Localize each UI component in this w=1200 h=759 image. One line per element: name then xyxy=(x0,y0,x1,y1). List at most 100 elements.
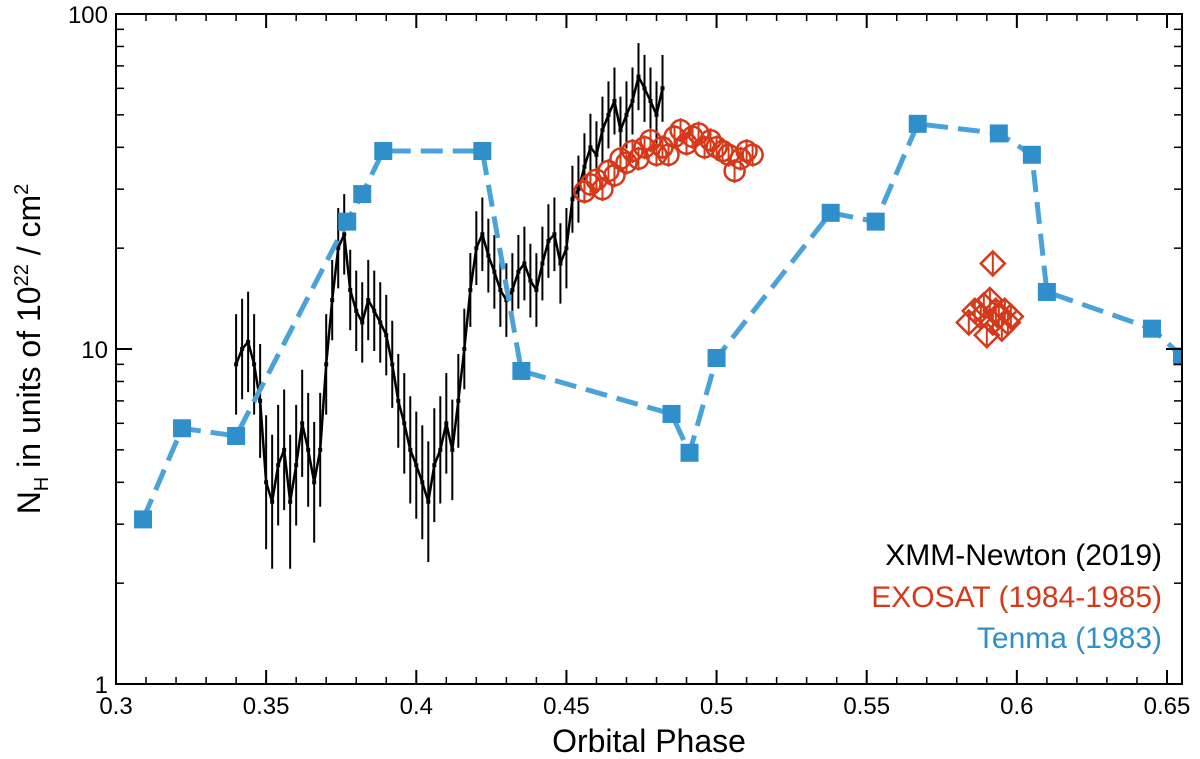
exosat-circle-point xyxy=(735,139,758,163)
x-tick-label: 0.35 xyxy=(243,693,290,720)
xmm-point xyxy=(594,152,599,157)
xmm-point xyxy=(648,98,653,103)
xmm-point xyxy=(624,112,629,117)
xmm-point xyxy=(420,480,425,485)
tenma-point xyxy=(707,349,726,368)
tenma-point xyxy=(374,141,393,160)
series-errorbar-line xyxy=(234,43,665,569)
xmm-point xyxy=(546,239,551,244)
xmm-point xyxy=(258,398,263,403)
xmm-point xyxy=(252,362,257,367)
xmm-point xyxy=(402,421,407,426)
xmm-point xyxy=(552,232,557,237)
xmm-point xyxy=(498,288,503,293)
x-tick-label: 0.4 xyxy=(400,693,433,720)
xmm-point xyxy=(510,288,515,293)
x-tick-label: 0.3 xyxy=(99,693,132,720)
xmm-point xyxy=(348,288,353,293)
xmm-point xyxy=(612,98,617,103)
series-diamond xyxy=(955,249,1025,349)
xmm-point xyxy=(570,197,575,202)
exosat-circle-point xyxy=(579,173,602,196)
xmm-point xyxy=(312,480,317,485)
xmm-point xyxy=(294,463,299,468)
tenma-point xyxy=(134,510,153,529)
tenma-point xyxy=(1037,282,1056,301)
tenma-point xyxy=(173,419,192,438)
xmm-point xyxy=(318,447,323,452)
xmm-point xyxy=(444,421,449,426)
xmm-point xyxy=(240,347,245,351)
xmm-point xyxy=(276,463,281,468)
xmm-point xyxy=(474,246,479,251)
xmm-point xyxy=(366,298,371,303)
xmm-point xyxy=(414,463,419,468)
xmm-point xyxy=(600,128,605,133)
tenma-point xyxy=(353,185,372,204)
xmm-point xyxy=(432,463,437,468)
exosat-circle-point xyxy=(633,136,656,159)
y-tick-label: 10 xyxy=(81,337,108,364)
xmm-point xyxy=(462,347,467,351)
xmm-point xyxy=(606,112,611,117)
xmm-point xyxy=(330,298,335,303)
xmm-point xyxy=(336,246,341,251)
tenma-point xyxy=(227,426,246,445)
xmm-point xyxy=(522,261,527,266)
xmm-point xyxy=(450,447,455,452)
tenma-point xyxy=(1022,145,1041,164)
xmm-point xyxy=(342,232,347,237)
tenma-point xyxy=(473,141,492,160)
tenma-point xyxy=(908,114,927,133)
exosat-circle-point xyxy=(723,159,746,183)
x-tick-label: 0.55 xyxy=(843,693,890,720)
x-tick-label: 0.65 xyxy=(1144,693,1191,720)
xmm-point xyxy=(234,362,239,367)
tenma-dashed-line xyxy=(140,121,1182,521)
exosat-circle-point xyxy=(621,139,644,163)
xmm-point xyxy=(642,86,647,91)
xmm-point xyxy=(264,480,269,485)
y-axis-title: NH in units of 1022 / cm2 xyxy=(11,184,53,515)
exosat-circle-point xyxy=(597,159,620,183)
xmm-point xyxy=(480,232,485,237)
exosat-circle-point xyxy=(609,147,632,170)
series-square xyxy=(134,114,1182,529)
xmm-point xyxy=(486,253,491,258)
xmm-point xyxy=(540,261,545,266)
tenma-point xyxy=(662,404,681,423)
xmm-point xyxy=(372,308,377,313)
tenma-point xyxy=(989,124,1008,143)
xmm-point xyxy=(660,86,665,91)
tenma-point xyxy=(680,443,699,462)
exosat-circle-point xyxy=(645,143,668,167)
tenma-point xyxy=(1173,347,1182,366)
legend-entry: Tenma (1983) xyxy=(977,622,1162,655)
xmm-point xyxy=(300,421,305,426)
tenma-point xyxy=(512,361,531,380)
exosat-circle-point xyxy=(573,180,596,203)
xmm-point xyxy=(654,112,659,117)
exosat-diamond-point xyxy=(955,308,983,337)
x-tick-label: 0.5 xyxy=(700,693,733,720)
xmm-point xyxy=(438,447,443,452)
exosat-circle-point xyxy=(705,136,728,159)
y-tick-label: 100 xyxy=(68,2,108,29)
xmm-point xyxy=(288,499,293,504)
tenma-point xyxy=(866,212,885,231)
xmm-point xyxy=(618,128,623,133)
axes: 0.3 0.35 0.4 0.45 0.5 0.55 0.6 0.65 1 10 100 xyxy=(68,2,1190,720)
xmm-point xyxy=(636,74,641,79)
xmm-point xyxy=(558,261,563,266)
xmm-point xyxy=(564,246,569,251)
xmm-point xyxy=(390,362,395,367)
exosat-circle-point xyxy=(639,128,662,152)
xmm-point xyxy=(534,288,539,293)
xmm-point xyxy=(576,187,581,192)
exosat-circle-point xyxy=(615,151,638,174)
xmm-point xyxy=(396,398,401,403)
xmm-point xyxy=(270,499,275,504)
legend-entry: XMM-Newton (2019) xyxy=(885,539,1162,572)
plot-area xyxy=(134,43,1182,569)
